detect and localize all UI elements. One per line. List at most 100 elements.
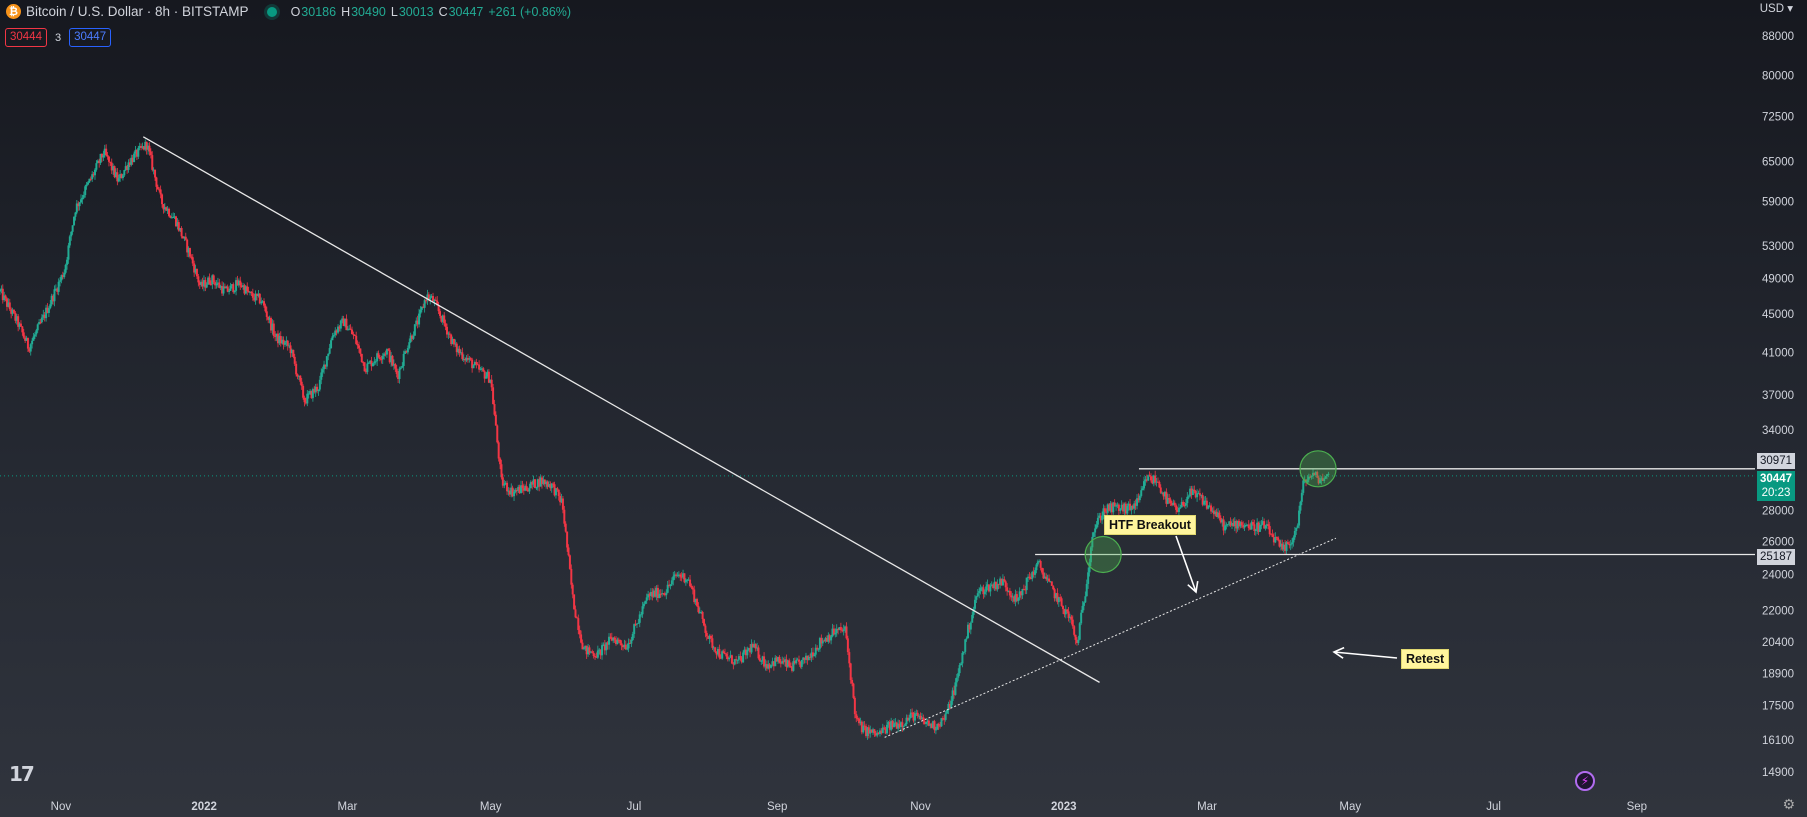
candle-down: [846, 638, 849, 653]
candle-up: [93, 169, 96, 176]
candle-up: [1204, 500, 1207, 502]
candle-up: [802, 657, 805, 660]
candle-down: [561, 498, 564, 510]
candle-down: [46, 307, 49, 313]
candle-up: [899, 722, 902, 728]
candle-down: [1271, 534, 1274, 538]
candle-up: [729, 655, 732, 658]
candle-down: [356, 343, 359, 346]
candle-down: [1159, 487, 1162, 493]
candle-down: [493, 404, 496, 415]
candle-down: [295, 363, 298, 375]
candle-up: [36, 324, 39, 331]
candle-down: [703, 619, 706, 626]
candle-down: [621, 645, 624, 648]
candle-down: [564, 523, 567, 532]
candle-up: [929, 723, 932, 726]
candle-down: [939, 725, 942, 727]
candle-up: [1260, 524, 1263, 526]
candle-up: [1102, 508, 1105, 516]
candle-down: [1008, 590, 1011, 596]
candle-up: [172, 216, 175, 218]
gear-icon[interactable]: ⚙: [1782, 797, 1795, 813]
candle-down: [148, 145, 151, 152]
candle-up: [173, 216, 176, 218]
candle-down: [250, 291, 253, 294]
candle-down: [169, 216, 172, 218]
candle-up: [1064, 609, 1067, 615]
time-axis[interactable]: Nov 2022 Mar May Jul Sep Nov 2023 Mar May Jul Sep: [51, 801, 1647, 813]
htf-breakout-label[interactable]: HTF Breakout: [1104, 515, 1196, 535]
time-axis-tick-label: May: [480, 801, 502, 813]
candle-down: [77, 203, 80, 207]
candle-down: [279, 336, 282, 344]
time-axis-tick-label: Jul: [1486, 801, 1501, 813]
candle-up: [413, 324, 416, 336]
candle-down: [98, 160, 101, 163]
candle-down: [937, 723, 940, 726]
sell-button[interactable]: 30444: [5, 28, 47, 47]
candle-down: [701, 611, 704, 620]
candle-up: [430, 296, 433, 298]
candle-down: [256, 293, 259, 296]
candle-down: [578, 630, 581, 635]
candle-down: [1165, 491, 1168, 504]
retest-label[interactable]: Retest: [1401, 649, 1450, 669]
candle-down: [865, 726, 868, 737]
candle-down: [1158, 481, 1161, 488]
candle-up: [1189, 488, 1192, 497]
candle-down: [1137, 498, 1140, 501]
highlight-circle: [1084, 535, 1122, 574]
candle-down: [1222, 519, 1225, 531]
candle-up: [457, 348, 460, 353]
candle-up: [1246, 524, 1249, 526]
lightning-icon[interactable]: ⚡: [1575, 771, 1595, 791]
candle-up: [1014, 594, 1017, 602]
candle-up: [309, 390, 312, 394]
candle-up: [655, 587, 658, 597]
candle-down: [483, 371, 486, 379]
candle-up: [824, 637, 827, 642]
buy-button[interactable]: 30447: [69, 28, 112, 47]
candle-up: [127, 162, 130, 170]
candle-down: [803, 657, 806, 660]
candle-down: [856, 718, 859, 720]
candle-down: [1066, 609, 1069, 612]
candle-up: [777, 656, 780, 662]
candle-up: [7, 302, 10, 307]
candle-down: [680, 576, 683, 578]
candle-up: [862, 725, 865, 733]
price-axis[interactable]: 88000 80000 72500 65000 59000 53000 49000 45000…: [1755, 0, 1807, 817]
candle-up: [1312, 472, 1315, 477]
candle-down: [223, 286, 226, 289]
candle-down: [930, 723, 933, 728]
candle-down: [26, 338, 29, 349]
candle-up: [885, 724, 888, 734]
candle-down: [1190, 488, 1193, 495]
candle-down: [253, 297, 256, 301]
candle-up: [934, 729, 937, 731]
candle-down: [105, 148, 108, 155]
candle-up: [920, 717, 923, 720]
candle-up: [1226, 524, 1229, 526]
candle-up: [1144, 479, 1147, 482]
candle-down: [267, 316, 270, 320]
candle-down: [726, 656, 729, 660]
candle-up: [1126, 505, 1129, 514]
currency-selector[interactable]: USD ▾: [1759, 3, 1793, 15]
candle-up: [1027, 576, 1030, 578]
candle-up: [947, 703, 950, 710]
market-status-icon[interactable]: [266, 6, 277, 17]
candle-up: [1049, 581, 1052, 583]
candle-up: [528, 488, 531, 492]
candle-up: [35, 330, 38, 335]
candle-up: [1285, 542, 1288, 552]
symbol-title[interactable]: Bitcoin / U.S. Dollar · 8h · BITSTAMP: [26, 4, 249, 19]
candle-up: [635, 623, 638, 625]
candle-up: [465, 357, 468, 361]
candle-down: [263, 301, 266, 306]
candle-down: [1321, 478, 1324, 481]
candle-down: [941, 718, 944, 720]
candle-down: [28, 348, 31, 352]
